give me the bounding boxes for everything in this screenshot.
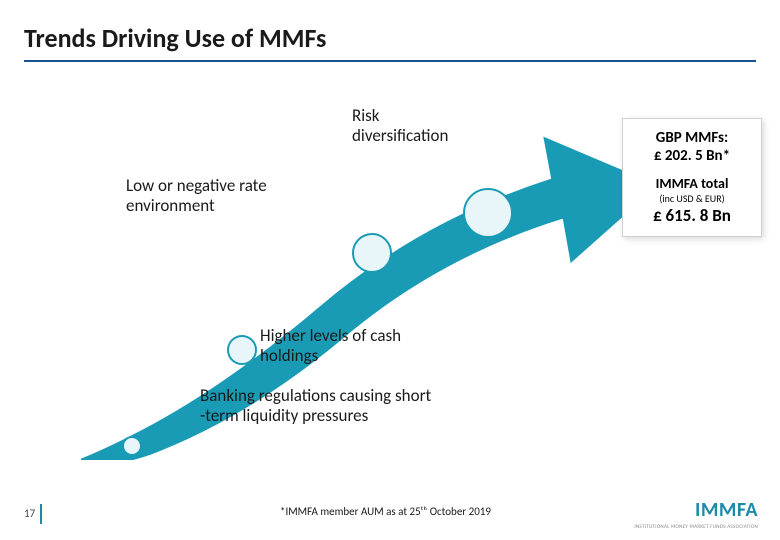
stats-total-value: £ 615. 8 Bn bbox=[631, 205, 753, 226]
label-risk-l1: Risk bbox=[352, 105, 380, 126]
stats-gbp-value: £ 202. 5 Bn* bbox=[631, 147, 753, 165]
label-banking-l1: Banking regulations causing short bbox=[200, 385, 431, 406]
title-underline bbox=[24, 60, 756, 62]
stats-total-label: IMMFA total bbox=[631, 175, 753, 192]
label-risk-l2: diversification bbox=[352, 125, 448, 146]
immfa-logo: IMMFA bbox=[695, 498, 758, 522]
arrow-node-2 bbox=[228, 336, 256, 364]
page-number: 17 bbox=[24, 507, 35, 520]
page-title: Trends Driving Use of MMFs bbox=[24, 22, 326, 54]
stats-gbp-label: GBP MMFs: bbox=[631, 129, 753, 147]
label-cash-l2: holdings bbox=[260, 345, 318, 366]
immfa-logo-subtitle: INSTITUTIONAL MONEY MARKET FUNDS ASSOCIA… bbox=[634, 524, 758, 530]
label-risk: Risk diversification bbox=[352, 106, 448, 147]
arrow-node-1 bbox=[123, 437, 141, 455]
label-cash-l1: Higher levels of cash bbox=[260, 325, 401, 346]
label-banking: Banking regulations causing short -term … bbox=[200, 386, 431, 427]
label-banking-l2: -term liquidity pressures bbox=[200, 405, 368, 426]
arrow-node-3 bbox=[353, 234, 391, 272]
label-cash: Higher levels of cash holdings bbox=[260, 326, 401, 367]
footnote: *IMMFA member AUM as at 25ᵗʰ October 201… bbox=[280, 505, 491, 518]
stats-callout: GBP MMFs: £ 202. 5 Bn* IMMFA total (inc … bbox=[622, 118, 762, 237]
stats-total-sub: (inc USD & EUR) bbox=[631, 192, 753, 205]
arrow-node-4 bbox=[464, 189, 512, 237]
label-lowrate-l2: environment bbox=[126, 195, 215, 216]
page-number-accent bbox=[40, 504, 42, 524]
label-lowrate: Low or negative rate environment bbox=[126, 176, 267, 217]
label-lowrate-l1: Low or negative rate bbox=[126, 175, 267, 196]
